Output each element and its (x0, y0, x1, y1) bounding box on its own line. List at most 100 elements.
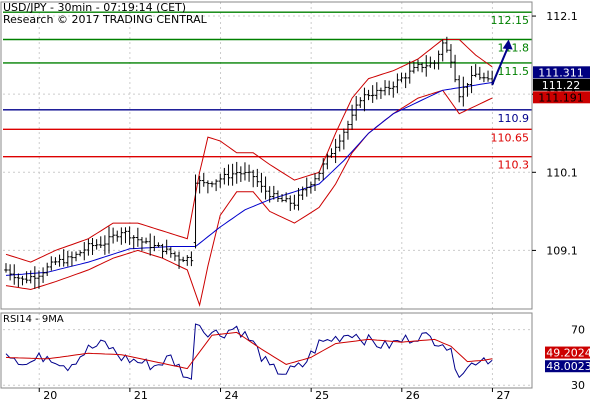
price-bar (333, 138, 338, 164)
rsi-badge-label: 49.2024 (546, 347, 590, 360)
price-bar (304, 177, 309, 197)
price-bar (263, 176, 268, 200)
rsi-tick-label: 70 (571, 324, 585, 337)
price-bar (486, 70, 490, 82)
price-bar (465, 82, 470, 97)
level-label: 112.15 (491, 14, 530, 27)
price-bar (230, 163, 235, 186)
price-bar (169, 247, 173, 258)
price-bar (33, 266, 37, 289)
price-bar (412, 61, 416, 74)
price-bar (292, 194, 297, 210)
price-bar (74, 251, 78, 262)
bollinger-bands (5, 39, 493, 307)
x-tick-label: 25 (315, 389, 329, 400)
chart-header-copyright: Research © 2017 TRADING CENTRAL (3, 13, 208, 26)
price-bar (28, 270, 33, 284)
rsi-badge-box (545, 360, 590, 373)
price-bar (453, 54, 457, 83)
bollinger-lower-line (5, 89, 493, 307)
price-bar (337, 134, 342, 152)
rsi-badge-label: 48.0023 (546, 360, 590, 373)
rsi-panel-border (0, 312, 533, 389)
chart-header-instrument: USD/JPY - 30min - 07:19:14 (CET) (3, 1, 186, 14)
price-bar (90, 237, 95, 255)
price-bar (37, 270, 41, 289)
price-bar (391, 81, 396, 98)
price-bar (387, 80, 391, 96)
price-bar (61, 249, 66, 267)
price-bar (473, 64, 478, 78)
price-bar (4, 263, 8, 273)
level-label: 111.5 (498, 65, 530, 78)
price-bar (280, 194, 284, 203)
price-bar (445, 36, 449, 53)
price-bar (57, 254, 62, 267)
price-bar (362, 87, 367, 112)
price-bar (440, 39, 445, 62)
main-panel-border (0, 1, 533, 310)
price-bar (185, 255, 190, 266)
price-bar (222, 167, 227, 185)
price-bar (86, 239, 91, 256)
y-tick-label: 109.1 (546, 244, 578, 257)
gridlines (3, 2, 532, 388)
price-bar (136, 227, 140, 247)
price-bar (156, 242, 161, 248)
price-bar (436, 50, 441, 70)
price-bar (457, 75, 461, 103)
price-bar (399, 72, 404, 83)
price-bar (206, 180, 210, 194)
price-bar (140, 237, 144, 252)
price-bar (45, 262, 49, 277)
rsi-title: RSI14 - 9MA (3, 314, 64, 325)
rsi-tick-label: 30 (571, 379, 585, 392)
price-bar (210, 181, 214, 188)
level-label: 110.3 (498, 159, 530, 172)
x-tick-label: 24 (225, 389, 239, 400)
price-bar (234, 161, 239, 184)
price-bar (300, 186, 305, 200)
price-bar (193, 174, 198, 249)
moving-average-line (5, 82, 493, 276)
horizontal-levels: 112.15 111.8 111.5 110.9 110.65 110.3 (3, 11, 532, 172)
price-bar (296, 187, 301, 211)
forecast-arrow-shaft (491, 45, 510, 86)
price-bar (107, 226, 111, 254)
bollinger-upper-line (5, 39, 493, 263)
forecast-arrow-head (502, 39, 513, 50)
price-bar (407, 60, 412, 84)
level-label: 110.9 (498, 112, 530, 125)
price-bar (243, 162, 247, 181)
price-bar (469, 65, 474, 94)
price-bar (197, 175, 202, 194)
price-bar (482, 72, 486, 83)
price-bar (70, 251, 74, 267)
price-bar (350, 104, 354, 130)
forecast-arrow (491, 39, 513, 86)
price-badge-label: 111.311 (538, 66, 584, 79)
price-bar (342, 128, 346, 150)
price-bar (276, 190, 280, 202)
x-tick-label: 20 (43, 389, 57, 400)
price-bar (267, 186, 272, 203)
price-badge-label: 111.22 (542, 79, 581, 92)
price-bar (255, 168, 260, 187)
price-bar (41, 267, 45, 283)
moving-average (5, 82, 493, 276)
price-bar (329, 148, 334, 158)
rsi-panel: 70 30 (3, 323, 585, 392)
x-tick-label: 27 (496, 389, 510, 400)
price-bar (461, 76, 466, 107)
rsi-series-rsi (5, 323, 493, 380)
price-badge-label: 111.191 (538, 91, 584, 104)
price-bar (144, 237, 148, 244)
price-bar (189, 251, 194, 267)
price-bar (272, 185, 276, 200)
rsi-badge-box (545, 346, 590, 359)
price-bar (181, 256, 185, 263)
